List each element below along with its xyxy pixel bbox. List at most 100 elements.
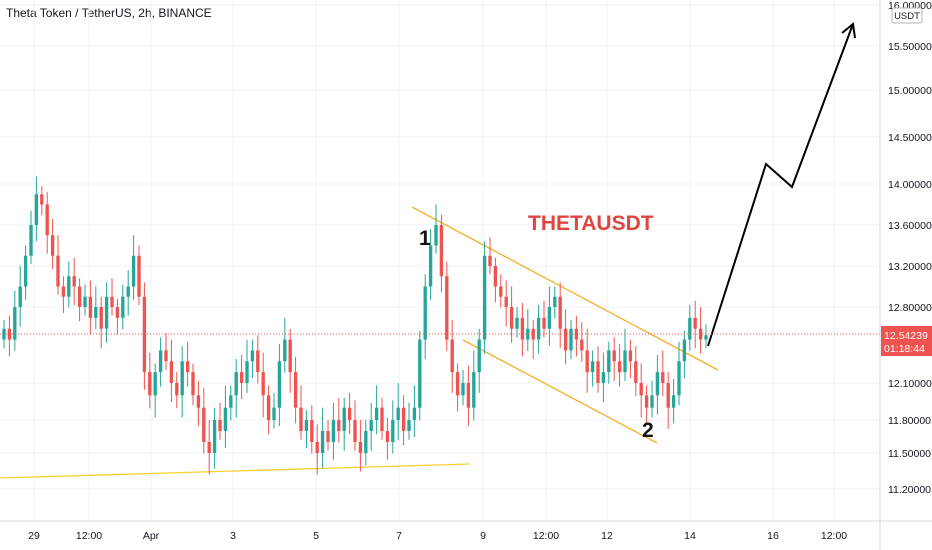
candle-body (110, 296, 114, 307)
candle-body (164, 350, 168, 362)
candle-body (61, 286, 66, 297)
candle-body (477, 339, 481, 373)
time-tick-label: 3 (230, 530, 236, 542)
projection-arrow (707, 22, 856, 347)
price-tick-label: 15.00000 (888, 85, 932, 97)
candle-body (326, 431, 330, 442)
price-tick-label: 11.50000 (888, 448, 931, 460)
candle-body (407, 420, 411, 431)
candle-body (202, 407, 206, 442)
candle-body (677, 361, 681, 396)
price-tick-label: 13.20000 (888, 261, 932, 273)
candle-body (77, 286, 82, 307)
last-price-badge (881, 326, 932, 356)
chart-label: THETAUSDT (528, 212, 654, 235)
candle-body (612, 350, 616, 362)
time-tick-label: Apr (143, 530, 160, 542)
candle-body (169, 361, 174, 383)
candle-body (428, 245, 433, 287)
drawing-overlays (0, 206, 719, 479)
time-tick-label: 14 (684, 530, 696, 542)
candle-body (137, 255, 141, 297)
candle-body (580, 339, 584, 351)
candle-body (277, 361, 282, 408)
candle-body (131, 255, 136, 287)
time-tick-label: 7 (396, 530, 402, 542)
candle-body (283, 339, 287, 362)
time-tick-label: 12:00 (821, 530, 847, 542)
candle-body (256, 350, 260, 373)
price-axis[interactable]: 16.0000015.5000015.0000014.5000014.00000… (888, 0, 932, 496)
time-tick-label: 29 (28, 530, 40, 542)
candle-body (380, 407, 384, 431)
candle-body (337, 420, 341, 431)
candle-body (401, 407, 406, 431)
currency-badge[interactable]: USDT (894, 11, 920, 22)
candle-body (628, 350, 633, 362)
time-tick-label: 9 (480, 530, 486, 542)
candle-body (331, 420, 336, 442)
candle-body (13, 307, 17, 340)
candle-body (180, 361, 184, 396)
candle-body (266, 395, 271, 420)
time-tick-label: 5 (313, 530, 319, 542)
candle-body (272, 407, 276, 420)
candle-body (40, 194, 44, 205)
price-tick-label: 14.00000 (888, 179, 932, 191)
candle-body (623, 350, 627, 373)
candle-body (385, 431, 390, 442)
candle-body (45, 204, 49, 236)
candle-body (601, 372, 606, 383)
price-tick-label: 15.50000 (888, 41, 932, 53)
candle-body (466, 383, 471, 408)
candle-body (455, 372, 460, 396)
projection-path (707, 23, 854, 347)
candle-body (2, 328, 6, 340)
time-axis[interactable]: 29 12:00 Apr 3 5 7 9 12:00 12 14 16 12:00 (28, 530, 847, 542)
candle-body (634, 361, 638, 383)
candle-body (196, 395, 201, 408)
candle-body (56, 255, 60, 287)
candle-body (607, 350, 611, 373)
candle-body (617, 361, 622, 373)
candle-body (342, 407, 346, 431)
candle-body (472, 372, 476, 408)
price-tick-label: 11.20000 (888, 484, 931, 496)
candle-body (245, 361, 249, 383)
candle-body (364, 431, 368, 453)
time-tick-label: 12 (601, 530, 613, 542)
candle-body (374, 407, 379, 420)
candle-body (175, 383, 179, 396)
candle-body (493, 266, 498, 287)
candle-body (288, 339, 292, 373)
candle-body (158, 350, 163, 373)
candle-body (693, 317, 697, 329)
candle-body (218, 420, 222, 431)
currency-badge-box (891, 7, 923, 24)
candle-body (185, 361, 190, 373)
candle-body (72, 276, 76, 287)
candle-body (191, 372, 195, 396)
time-tick-label: 12:00 (533, 530, 559, 542)
candle-body (445, 276, 449, 340)
candle-body (698, 328, 703, 340)
price-tick-label: 13.60000 (888, 220, 932, 232)
channel-upper-line (411, 206, 719, 371)
candle-body (450, 339, 454, 373)
candle-body (499, 286, 503, 297)
candle-body (104, 296, 109, 329)
candle-body (229, 395, 233, 408)
candle-body (34, 194, 39, 225)
candle-body (515, 317, 519, 329)
price-tick-label: 14.50000 (888, 132, 932, 144)
candle-body (212, 420, 217, 453)
candle-body (126, 286, 130, 297)
price-tick-label: 12.80000 (888, 302, 932, 314)
chart-title: Theta Token / TetherUS, 2h, BINANCE (6, 6, 212, 20)
candle-body (682, 339, 687, 362)
candle-body (688, 317, 692, 340)
candle-body (353, 420, 357, 442)
candle-body (310, 420, 314, 442)
wave-2-label: 2 (642, 419, 654, 442)
